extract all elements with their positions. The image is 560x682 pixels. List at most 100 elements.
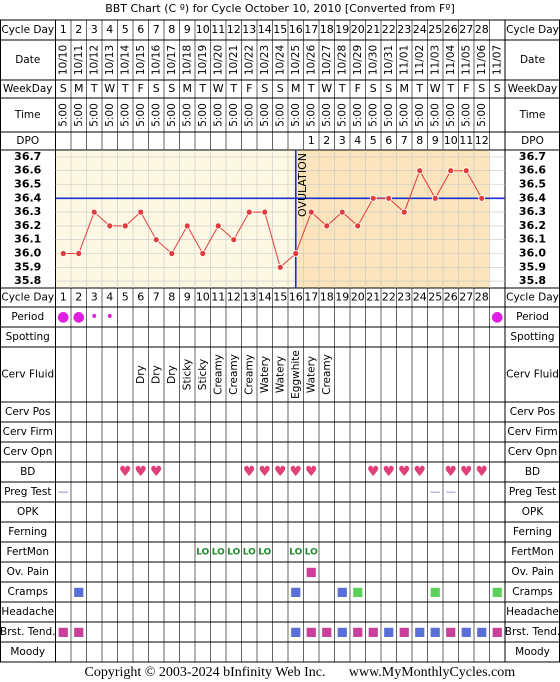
- cell-text: 10: [196, 23, 210, 36]
- cell-text: LO: [227, 548, 240, 558]
- cell-text: 11: [459, 134, 473, 147]
- cell-text: Creamy: [321, 354, 333, 395]
- row-label-right: OPK: [522, 506, 545, 518]
- cell-text: 2: [323, 134, 330, 147]
- temperature-point: [369, 194, 377, 202]
- temperature-point: [90, 208, 98, 216]
- cell-text: S: [494, 82, 501, 95]
- cell-text: ■: [73, 585, 84, 599]
- cell-text: •: [90, 309, 98, 325]
- cell-text: ♥: [134, 464, 147, 480]
- cell-text: 10/13: [104, 45, 116, 75]
- cell-text: 5:00: [166, 103, 178, 127]
- temperature-point: [199, 250, 207, 257]
- cell-text: M: [183, 82, 193, 95]
- cell-text: F: [463, 82, 469, 95]
- row-label-right: Brst. Tend.: [505, 626, 560, 638]
- temperature-point: [245, 208, 253, 216]
- cell-text: ■: [290, 585, 301, 599]
- cell-text: F: [138, 82, 144, 95]
- cell-text: ■: [321, 625, 332, 639]
- cell-text: ■: [414, 625, 425, 639]
- row-label-right: Preg Test: [509, 486, 556, 498]
- temperature-point: [152, 236, 160, 244]
- row-label-right: Ferning: [513, 526, 552, 538]
- post-ovulation-bg: [295, 150, 490, 288]
- cell-text: 5:00: [321, 103, 333, 127]
- temperature-point: [400, 208, 408, 216]
- cell-text: 14: [258, 291, 272, 304]
- cell-text: 24: [413, 291, 427, 304]
- cell-text: S: [153, 82, 160, 95]
- cell-text: 5:00: [429, 103, 441, 127]
- cell-text: 5: [370, 134, 377, 147]
- cell-text: 11: [211, 291, 225, 304]
- cell-text: ■: [476, 625, 487, 639]
- cell-text: 10/22: [243, 45, 255, 75]
- row-label-right: DPO: [521, 135, 544, 147]
- cell-text: ■: [306, 565, 317, 579]
- temperature-point: [276, 263, 284, 271]
- cell-text: W: [430, 82, 441, 95]
- temperature-point: [447, 167, 455, 175]
- cell-text: 18: [320, 23, 334, 36]
- cell-text: 10: [444, 134, 458, 147]
- cell-text: LO: [196, 548, 209, 558]
- cell-text: 16: [289, 291, 303, 304]
- y-tick-label: 36.4: [14, 191, 41, 204]
- temperature-point: [168, 250, 176, 257]
- cell-text: 13: [242, 23, 256, 36]
- cell-text: 5:00: [352, 103, 364, 127]
- cell-text: Dry: [135, 365, 147, 384]
- cell-text: 5:00: [150, 103, 162, 127]
- row-label-right: FertMon: [511, 546, 554, 558]
- row-label-right: Period: [516, 311, 549, 323]
- temperature-point: [137, 208, 145, 216]
- cell-text: 5:00: [476, 103, 488, 127]
- cell-text: 5:00: [73, 103, 85, 127]
- cell-text: 21: [366, 291, 380, 304]
- cell-text: 20: [351, 23, 365, 36]
- cell-text: 13: [242, 291, 256, 304]
- cell-text: ■: [399, 625, 410, 639]
- row-label-right: Cycle Day: [506, 24, 559, 36]
- cell-text: S: [261, 82, 268, 95]
- cell-text: 5:00: [197, 103, 209, 127]
- cell-text: 10/27: [321, 45, 333, 75]
- cell-text: 5:00: [460, 103, 472, 127]
- cell-text: ♥: [460, 464, 473, 480]
- cell-text: 5:00: [290, 103, 302, 127]
- y-tick-label: 36.1: [14, 233, 41, 246]
- y-tick-label-right: 36.3: [519, 205, 546, 218]
- cell-text: 5:00: [367, 103, 379, 127]
- cell-text: 5:00: [57, 103, 69, 127]
- cell-text: Eggwhite: [290, 350, 302, 399]
- cell-text: 3: [339, 134, 346, 147]
- row-label-right: Cycle Day: [506, 292, 559, 304]
- row-label-right: Cerv Pos: [510, 406, 556, 418]
- cell-text: 5:00: [212, 103, 224, 127]
- cell-text: ■: [337, 625, 348, 639]
- temperature-point: [230, 236, 238, 244]
- cell-text: 7: [153, 23, 160, 36]
- y-tick-label: 36.3: [14, 205, 41, 218]
- cell-text: 1: [60, 291, 67, 304]
- cell-text: M: [400, 82, 410, 95]
- cell-text: 21: [366, 23, 380, 36]
- row-label-right: Cerv Fluid: [506, 369, 559, 381]
- cell-text: S: [478, 82, 485, 95]
- cell-text: ♥: [475, 464, 488, 480]
- temperature-point: [462, 167, 470, 175]
- cell-text: 10/11: [73, 45, 85, 75]
- chart-title: BBT Chart (C º) for Cycle October 10, 20…: [105, 2, 455, 15]
- cell-text: 12: [227, 291, 241, 304]
- cell-text: 5: [122, 291, 129, 304]
- cell-text: ■: [58, 625, 69, 639]
- cell-text: 3: [91, 23, 98, 36]
- cell-text: T: [307, 82, 315, 95]
- row-label: DPO: [16, 135, 39, 147]
- cell-text: 5:00: [336, 103, 348, 127]
- cell-text: 5:00: [445, 103, 457, 127]
- temperature-point: [323, 222, 331, 230]
